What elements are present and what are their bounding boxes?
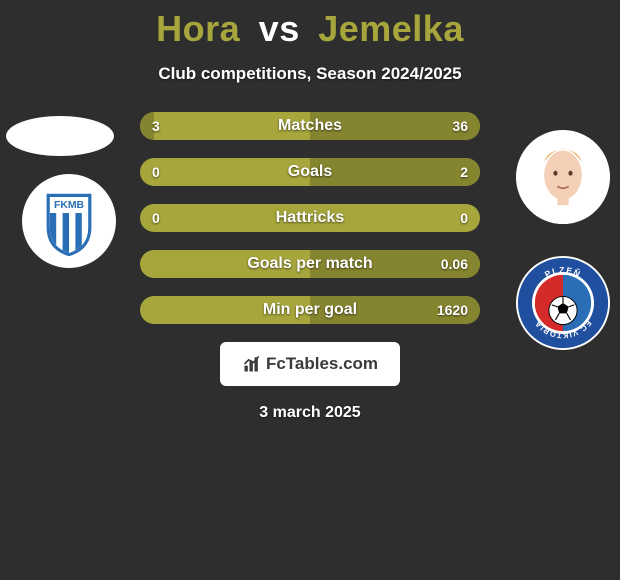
- bar-chart-icon: [242, 354, 262, 374]
- svg-text:FKMB: FKMB: [54, 200, 85, 211]
- stat-label: Goals per match: [140, 250, 480, 278]
- stat-row: 336Matches: [140, 112, 480, 140]
- date-label: 3 march 2025: [0, 404, 620, 422]
- stat-row: 1620Min per goal: [140, 296, 480, 324]
- branding: FcTables.com: [242, 354, 378, 374]
- stat-row: 00Hattricks: [140, 204, 480, 232]
- club2-badge: PLZEŇ FC VIKTORIA: [516, 256, 610, 350]
- branding-box: FcTables.com: [220, 342, 400, 386]
- stats-panel: 336Matches 02Goals 00Hattricks 0.06Goals pe…: [140, 112, 480, 324]
- stat-label: Min per goal: [140, 296, 480, 324]
- stat-row: 0.06Goals per match: [140, 250, 480, 278]
- subtitle: Club competitions, Season 2024/2025: [0, 64, 620, 84]
- player2-name: Jemelka: [318, 8, 464, 49]
- stat-label: Goals: [140, 158, 480, 186]
- player1-avatar: [6, 116, 114, 156]
- stat-row: 02Goals: [140, 158, 480, 186]
- stat-label: Hattricks: [140, 204, 480, 232]
- player1-name: Hora: [156, 8, 240, 49]
- club1-badge: FKMB: [22, 174, 116, 268]
- comparison-title: Hora vs Jemelka: [0, 0, 620, 50]
- title-vs: vs: [259, 8, 300, 49]
- player2-avatar: [516, 130, 610, 224]
- stat-label: Matches: [140, 112, 480, 140]
- branding-text: FcTables.com: [266, 354, 378, 374]
